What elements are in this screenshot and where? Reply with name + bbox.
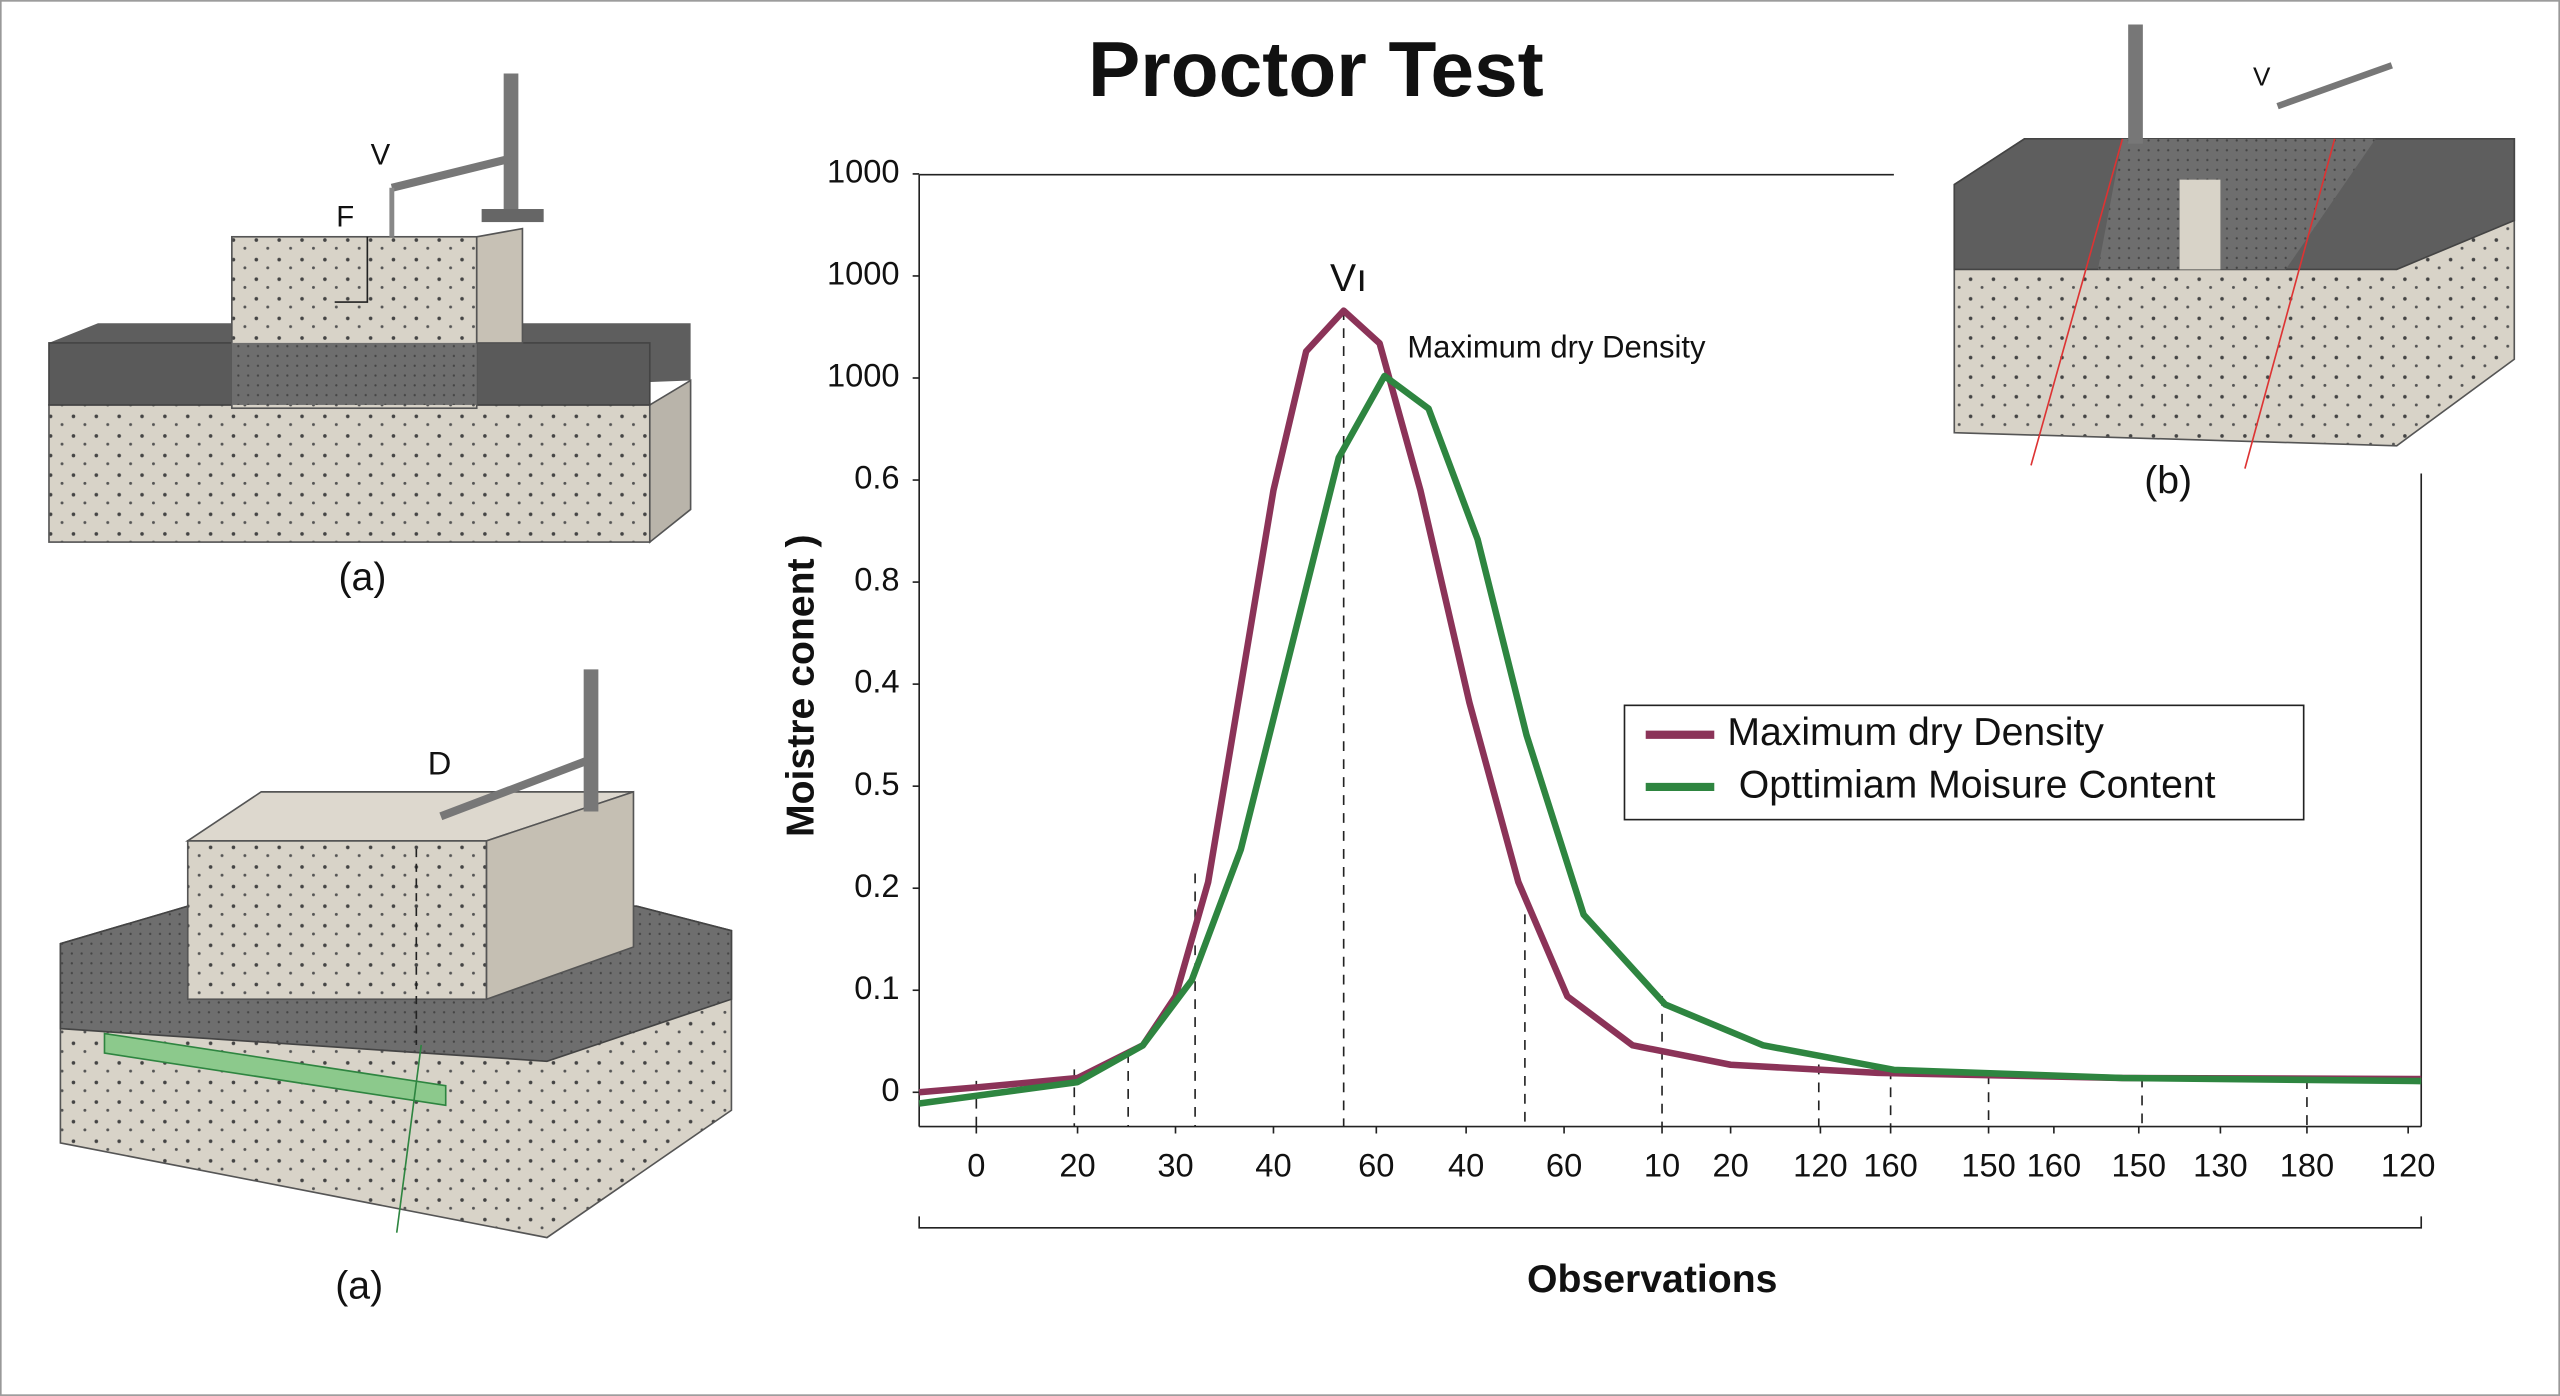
y-tick-label: 1000: [827, 357, 900, 394]
illustration-label: (b): [2144, 460, 2192, 503]
x-tick-label: 120: [2381, 1146, 2435, 1183]
x-tick-label: 0: [967, 1146, 985, 1183]
x-tick-label: 130: [2193, 1146, 2247, 1183]
illustration-label: V: [371, 139, 391, 172]
axes: [918, 173, 2423, 1229]
x-tick-label: 40: [1448, 1146, 1484, 1183]
illustration-label: (a): [335, 1265, 383, 1308]
y-tick-label: 0.4: [854, 663, 899, 700]
legend: [1623, 704, 2305, 821]
x-tick-label: 20: [1059, 1146, 1095, 1183]
x-tick-label: 10: [1644, 1146, 1680, 1183]
x-tick-label: 150: [2112, 1146, 2166, 1183]
illustration-a1: [48, 73, 692, 544]
x-tick-label: 160: [1863, 1146, 1917, 1183]
illustration-b: [1953, 24, 2516, 469]
annotation: Maximum dry Density: [1407, 330, 1706, 365]
annotation: Vı: [1330, 257, 1367, 300]
x-tick-label: 180: [2280, 1146, 2334, 1183]
x-tick-label: 60: [1546, 1146, 1582, 1183]
y-tick-label: 0.6: [854, 459, 899, 496]
y-tick-label: 1000: [827, 153, 900, 190]
illustration-label: (a): [339, 556, 387, 599]
chart-title: Proctor Test: [1088, 25, 1544, 113]
legend-label: Maximum dry Density: [1727, 711, 2104, 754]
legend-label: Opttimiam Moisure Content: [1739, 763, 2216, 806]
y-tick-label: 0: [881, 1071, 899, 1108]
x-tick-label: 150: [1961, 1146, 2015, 1183]
x-tick-label: 30: [1157, 1146, 1193, 1183]
illustration-a2: [59, 669, 733, 1239]
series-line: [918, 372, 2422, 1107]
x-axis-label: Observations: [1527, 1258, 1777, 1301]
illustration-label: F: [336, 201, 354, 234]
y-tick-label: 1000: [827, 255, 900, 292]
illustration-label: V: [2253, 61, 2271, 91]
x-tick-label: 160: [2027, 1146, 2081, 1183]
y-axis-label: Moistre conent ): [780, 534, 823, 837]
x-tick-label: 60: [1358, 1146, 1394, 1183]
x-tick-label: 120: [1793, 1146, 1847, 1183]
y-tick-label: 0.5: [854, 765, 899, 802]
x-tick-label: 40: [1255, 1146, 1291, 1183]
y-tick-label: 0.2: [854, 867, 899, 904]
x-tick-label: 20: [1712, 1146, 1748, 1183]
y-tick-label: 0.8: [854, 561, 899, 598]
y-tick-label: 0.1: [854, 969, 899, 1006]
illustration-label: D: [428, 744, 452, 781]
